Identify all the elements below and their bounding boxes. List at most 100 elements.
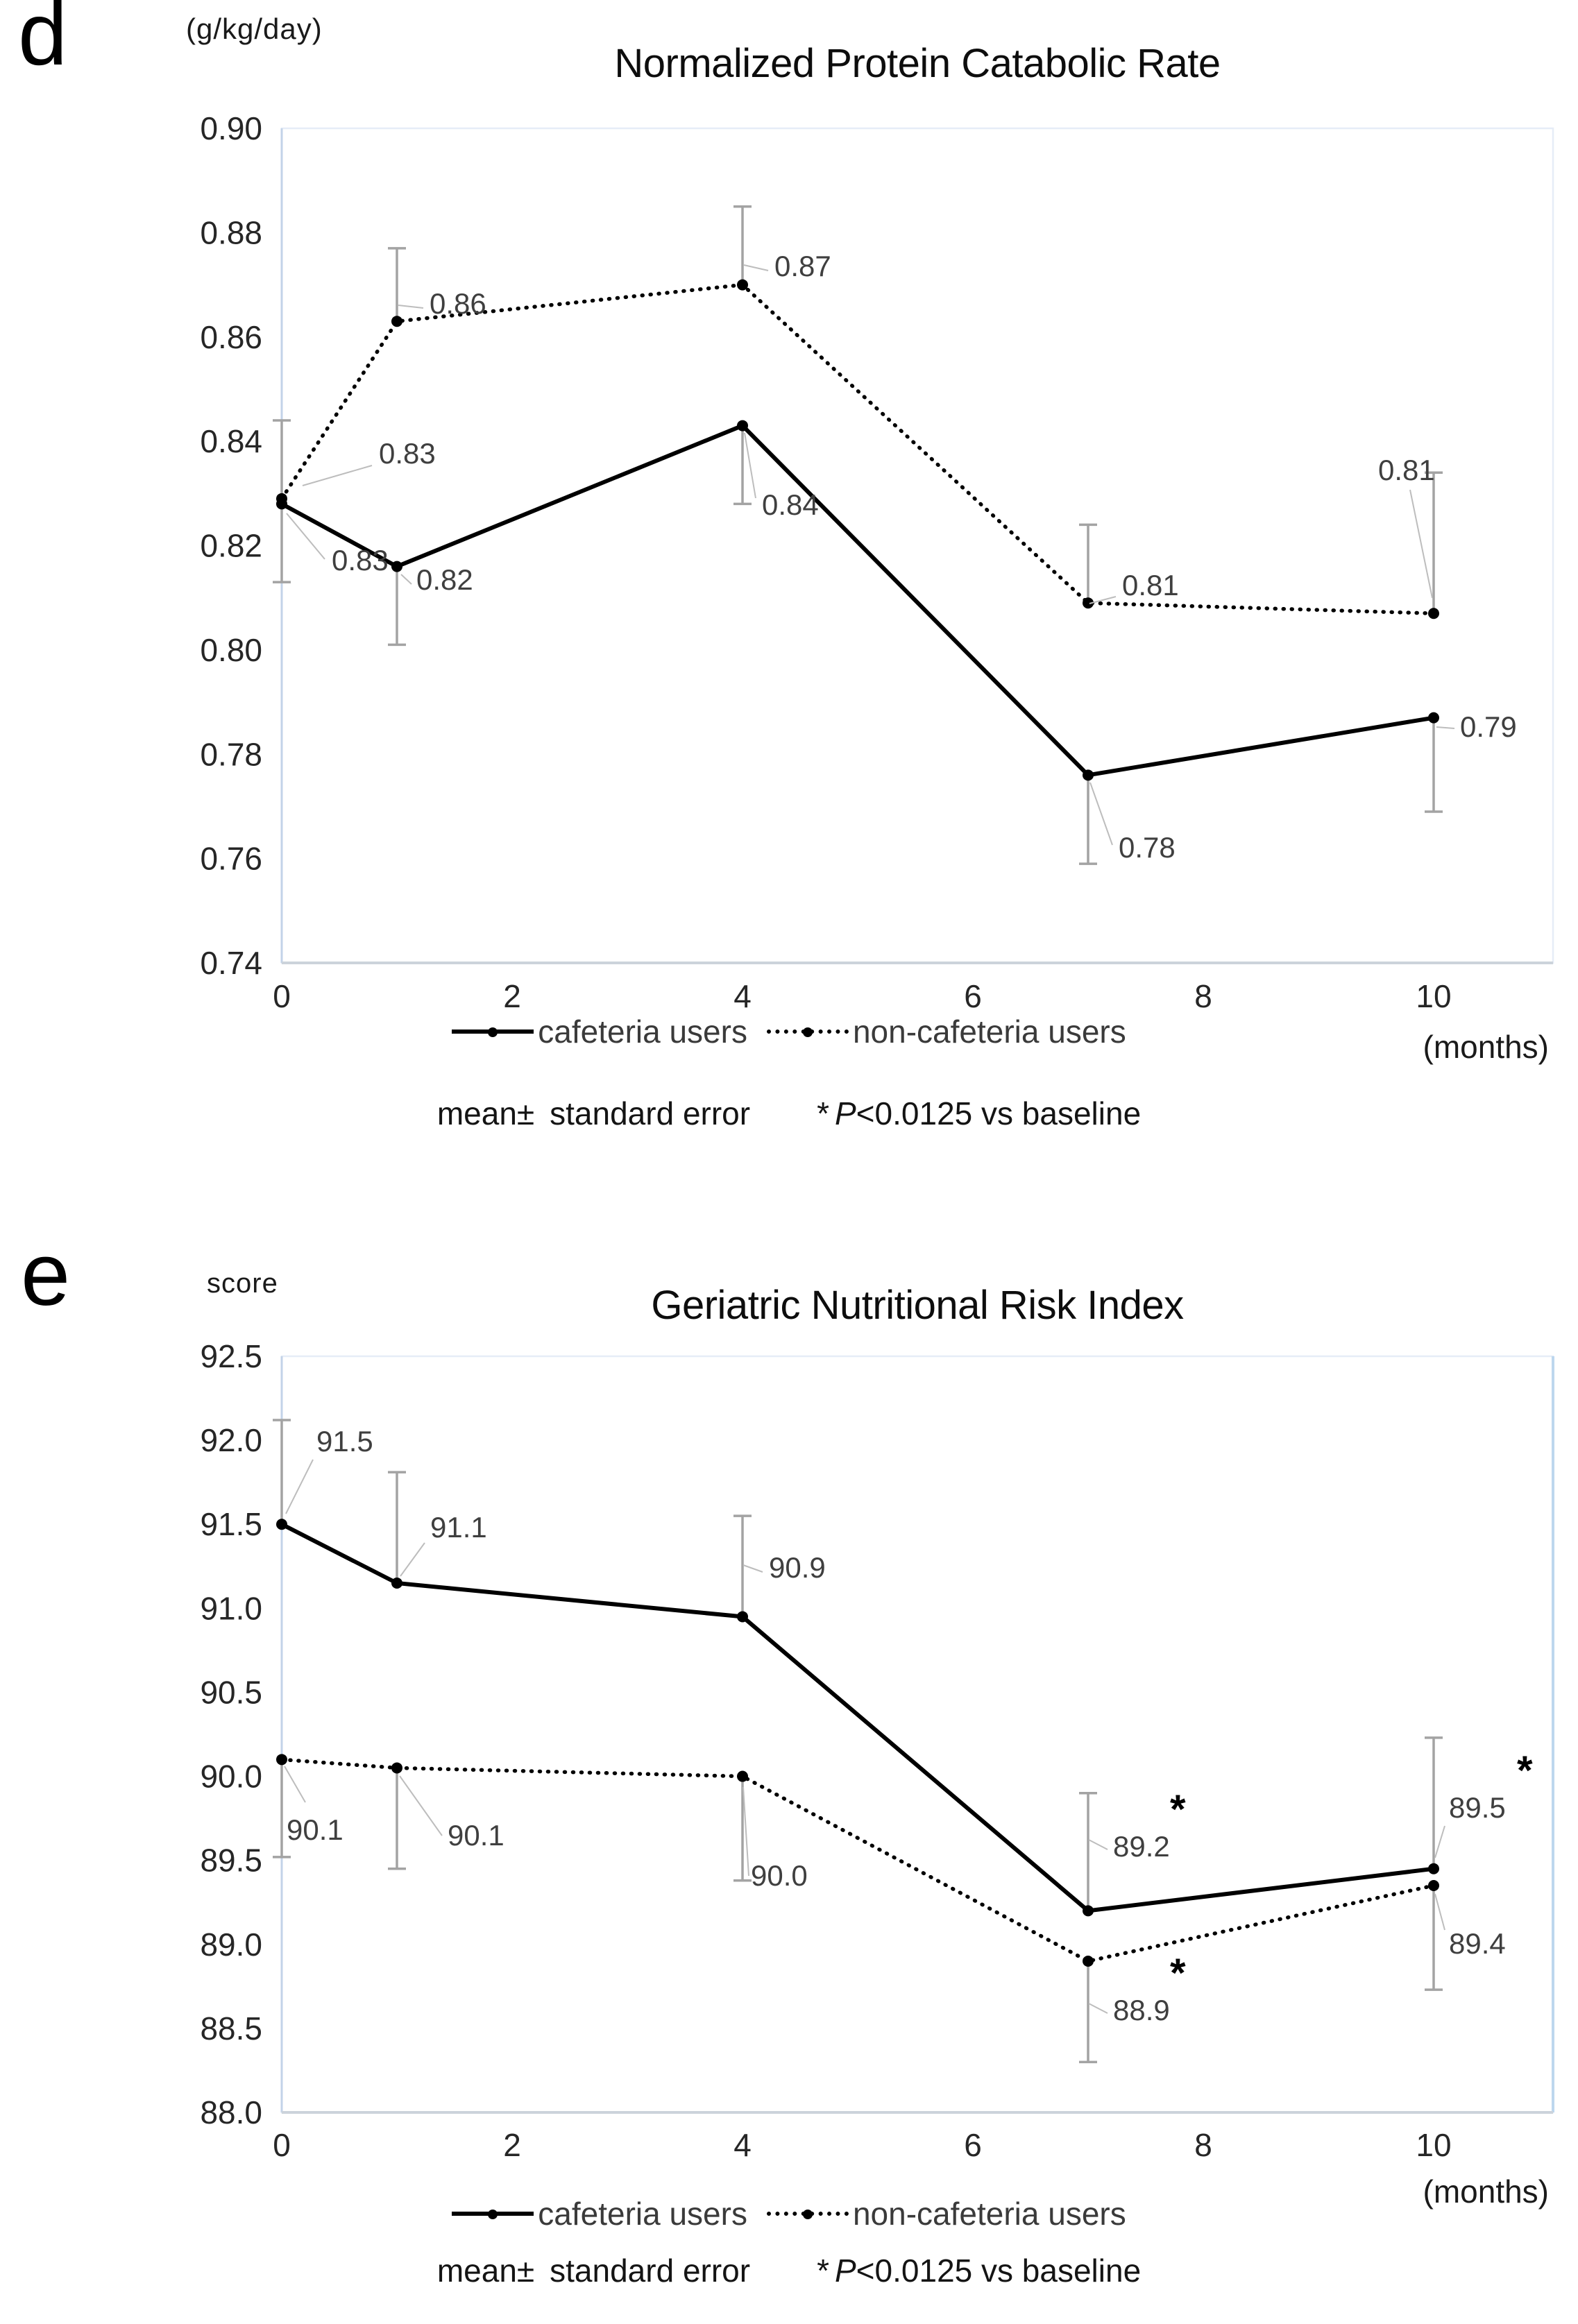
data-point-label: 0.82: [416, 563, 473, 596]
y-tick-label: 88.5: [200, 2010, 262, 2047]
x-tick-label: 0: [273, 2127, 291, 2163]
y-tick-label: 90.5: [200, 1674, 262, 1710]
data-point: [1428, 1880, 1439, 1891]
y-tick-label: 91.0: [200, 1590, 262, 1626]
legend-d: cafeteria users non-cafeteria users: [0, 1013, 1578, 1050]
y-tick-label: 0.84: [200, 423, 262, 459]
label-leader-line: [743, 1786, 749, 1877]
data-point-label: 0.79: [1460, 710, 1517, 743]
legend-e: cafeteria users non-cafeteria users: [0, 2195, 1578, 2232]
y-axis-unit-label-e: score: [207, 1268, 278, 1299]
data-point-label: 0.84: [762, 488, 819, 521]
y-axis-unit-label-d: (g/kg/day): [186, 12, 323, 45]
y-tick-label: 0.82: [200, 528, 262, 564]
x-tick-label: 0: [273, 978, 291, 1014]
data-point: [391, 1762, 402, 1774]
npcr-line-chart: 0.90 0.88 0.86 0.84 0.82 0.80 0.78 0.76 0.74 0 2 4 6…: [200, 110, 1554, 1014]
y-tick-label: 0.80: [200, 632, 262, 668]
y-tick-label: 89.5: [200, 1843, 262, 1879]
x-axis-unit-label-d: (months): [1423, 1029, 1549, 1065]
label-leader-line: [1436, 726, 1455, 729]
y-tick-label: 91.5: [200, 1506, 262, 1542]
series-line-solid: [280, 423, 1434, 778]
data-point: [1083, 1956, 1094, 1967]
series-line-solid: [280, 1522, 1434, 1913]
gnri-line-chart: 92.5 92.0 91.5 91.0 90.5 90.0 89.5 89.0 88.5 88.0…: [200, 1338, 1554, 2163]
footnote-mean: mean±: [436, 1095, 535, 1131]
legend-item-cafeteria: cafeteria users: [452, 2195, 747, 2232]
data-point: [1083, 597, 1094, 609]
legend-label-non-cafeteria: non-cafeteria users: [852, 2196, 1126, 2232]
label-leader-line: [1434, 1825, 1445, 1859]
footnote-star: *: [817, 2253, 829, 2289]
data-point-label: 89.5: [1449, 1791, 1506, 1824]
footnote-star: *: [817, 1095, 829, 1131]
y-tick-label: 0.88: [200, 214, 262, 250]
data-point: [737, 1770, 748, 1782]
x-tick-label: 2: [503, 2127, 521, 2163]
x-tick-label: 10: [1416, 978, 1451, 1014]
data-point-label: 89.4: [1449, 1927, 1506, 1960]
data-point: [737, 420, 748, 432]
data-point: [1083, 769, 1094, 781]
x-tick-label: 2: [503, 978, 521, 1014]
data-point: [391, 316, 402, 327]
y-tick-label: 90.0: [200, 1759, 262, 1795]
data-point: [391, 1578, 402, 1589]
plot-area: [280, 127, 1554, 964]
legend-item-non-cafeteria: non-cafeteria users: [766, 1013, 1126, 1050]
label-leader-line: [744, 432, 756, 499]
data-point-label: 90.9: [769, 1551, 826, 1584]
label-leader-line: [400, 574, 412, 585]
data-point: [276, 493, 287, 504]
x-tick-label: 6: [964, 978, 982, 1014]
series-line-dotted: [280, 1757, 1436, 1963]
label-leader-line: [284, 1766, 306, 1803]
footnote-e: mean± standard error * P<0.0125 vs baseline: [0, 2252, 1578, 2289]
label-leader-line: [1409, 489, 1433, 599]
label-leader-line: [1089, 596, 1117, 604]
legend-label-non-cafeteria: non-cafeteria users: [852, 1014, 1126, 1050]
legend-label-cafeteria: cafeteria users: [538, 1014, 747, 1050]
data-point: [1083, 1905, 1094, 1917]
y-tick-label: 92.5: [200, 1338, 262, 1374]
panel-label-d: d: [18, 0, 68, 84]
data-point-label: 0.78: [1119, 831, 1176, 864]
footnote-rest: <0.0125 vs baseline: [856, 2253, 1142, 2289]
legend-marker-solid-line-icon: [452, 1027, 534, 1037]
x-tick-label: 4: [733, 2127, 752, 2163]
label-leader-line: [743, 1564, 763, 1573]
label-leader-line: [398, 305, 424, 309]
label-leader-line: [1434, 1893, 1445, 1931]
x-tick-label: 10: [1416, 2127, 1451, 2163]
y-tick-label: 0.90: [200, 110, 262, 146]
data-point: [737, 1611, 748, 1623]
data-point: [391, 561, 402, 572]
label-leader-line: [302, 465, 373, 486]
footnote-rest: <0.0125 vs baseline: [856, 1095, 1142, 1131]
data-point-label: 90.1: [287, 1813, 343, 1846]
footnote-p-italic: P: [834, 2253, 856, 2289]
plot-area: [280, 1355, 1554, 2114]
data-point-label: 88.9: [1113, 1994, 1170, 2026]
legend-marker-dotted-line-icon: [766, 1027, 849, 1037]
chart-title-d: Normalized Protein Catabolic Rate: [614, 41, 1221, 86]
data-point-label: 0.86: [430, 287, 486, 320]
data-point: [737, 279, 748, 291]
y-tick-label: 0.78: [200, 736, 262, 772]
legend-label-cafeteria: cafeteria users: [538, 2196, 747, 2232]
legend-item-non-cafeteria: non-cafeteria users: [766, 2195, 1126, 2232]
label-leader-line: [1088, 2003, 1108, 2014]
data-point-label: 91.1: [430, 1511, 487, 1544]
data-point: [1428, 1863, 1439, 1874]
x-tick-label: 6: [964, 2127, 982, 2163]
footnote-se: standard error: [550, 1095, 751, 1131]
x-tick-label: 8: [1194, 978, 1212, 1014]
data-point-label: 0.83: [332, 544, 389, 576]
label-leader-line: [285, 1459, 314, 1514]
data-point-label: 90.0: [751, 1859, 808, 1892]
legend-marker-solid-line-icon: [452, 2210, 534, 2219]
significance-asterisk: *: [1517, 1748, 1533, 1793]
label-leader-line: [1089, 782, 1113, 846]
